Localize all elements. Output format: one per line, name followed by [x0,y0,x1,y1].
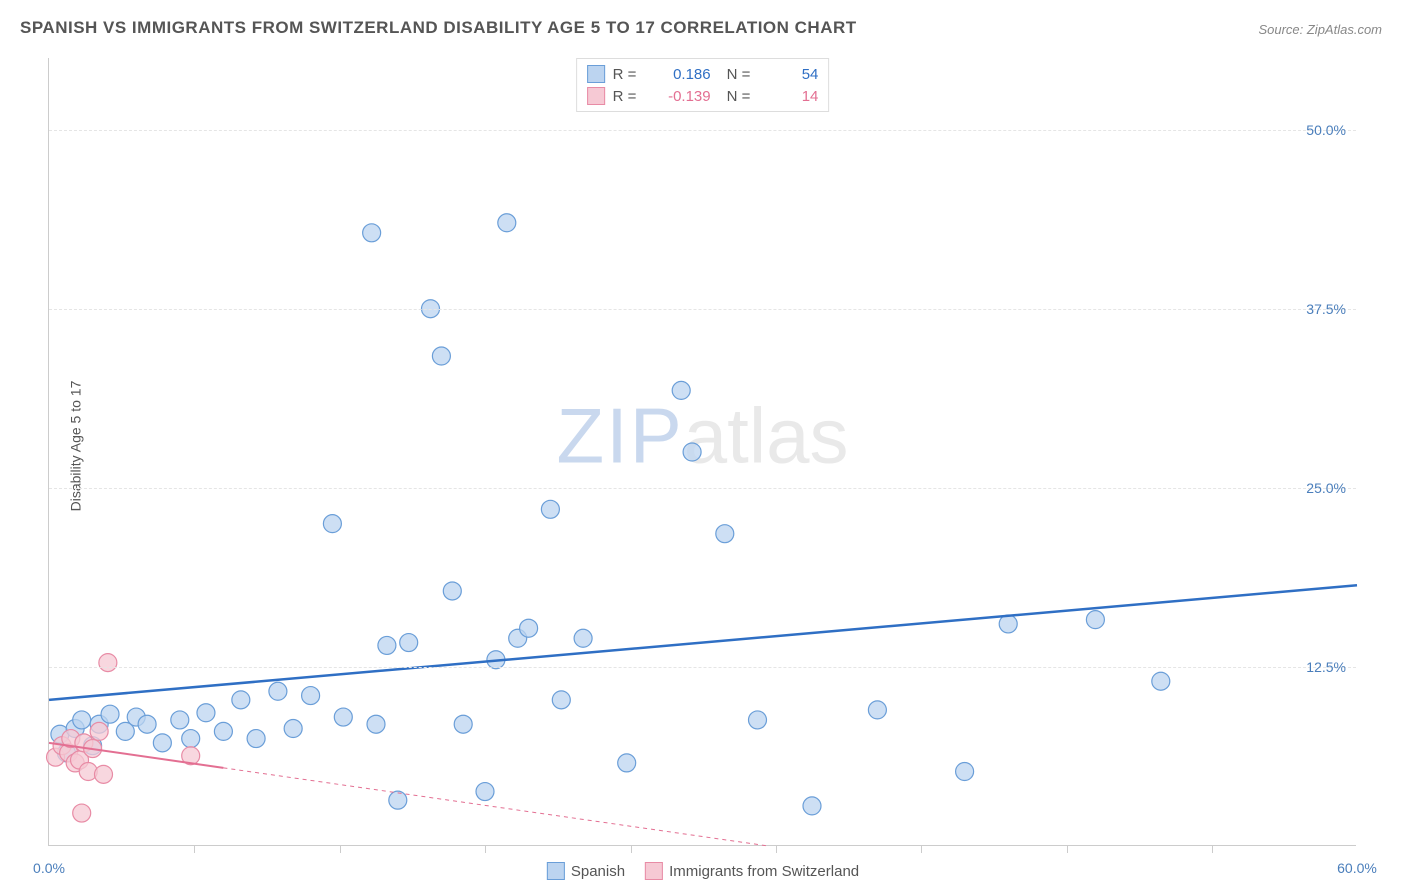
point-spanish [749,711,767,729]
point-spanish [956,762,974,780]
chart-title: SPANISH VS IMMIGRANTS FROM SWITZERLAND D… [20,18,857,38]
point-spanish [302,687,320,705]
point-swiss [95,765,113,783]
point-spanish [1086,611,1104,629]
point-spanish [73,711,91,729]
point-spanish [1152,672,1170,690]
point-spanish [182,730,200,748]
ytick-label: 37.5% [1306,301,1346,317]
plot-area: ZIPatlas R = 0.186 N = 54 R = -0.139 N =… [48,58,1356,846]
source-label: Source: ZipAtlas.com [1258,22,1382,37]
xtick [1212,845,1213,853]
legend-item-spanish: Spanish [547,862,625,880]
point-spanish [520,619,538,637]
point-spanish [618,754,636,772]
xtick-label-origin: 0.0% [33,860,65,876]
point-spanish [101,705,119,723]
point-spanish [284,720,302,738]
point-spanish [334,708,352,726]
point-spanish [432,347,450,365]
point-spanish [400,634,418,652]
point-spanish [541,500,559,518]
point-spanish [443,582,461,600]
point-spanish [476,783,494,801]
xtick [631,845,632,853]
point-swiss [99,654,117,672]
point-spanish [363,224,381,242]
xtick [194,845,195,853]
series-legend: Spanish Immigrants from Switzerland [547,862,859,880]
point-spanish [683,443,701,461]
point-spanish [323,515,341,533]
xtick-label-max: 60.0% [1337,860,1377,876]
xtick [485,845,486,853]
point-swiss [90,722,108,740]
point-spanish [803,797,821,815]
point-spanish [999,615,1017,633]
swatch-spanish [547,862,565,880]
point-spanish [153,734,171,752]
xtick [1067,845,1068,853]
xtick [340,845,341,853]
point-swiss [73,804,91,822]
chart-svg [49,58,1356,845]
point-spanish [574,629,592,647]
trendline-swiss-dashed [223,768,768,846]
ytick-label: 50.0% [1306,122,1346,138]
ytick-label: 25.0% [1306,480,1346,496]
point-spanish [171,711,189,729]
point-spanish [247,730,265,748]
point-spanish [138,715,156,733]
point-spanish [232,691,250,709]
gridline [49,130,1356,131]
point-spanish [378,636,396,654]
gridline [49,488,1356,489]
point-spanish [214,722,232,740]
xtick [776,845,777,853]
legend-label-swiss: Immigrants from Switzerland [669,863,859,880]
gridline [49,309,1356,310]
point-spanish [672,381,690,399]
point-spanish [454,715,472,733]
ytick-label: 12.5% [1306,659,1346,675]
point-spanish [367,715,385,733]
point-spanish [716,525,734,543]
legend-item-swiss: Immigrants from Switzerland [645,862,859,880]
gridline [49,667,1356,668]
point-spanish [197,704,215,722]
swatch-swiss [645,862,663,880]
point-spanish [552,691,570,709]
point-spanish [868,701,886,719]
point-spanish [498,214,516,232]
point-spanish [389,791,407,809]
point-spanish [269,682,287,700]
xtick [921,845,922,853]
legend-label-spanish: Spanish [571,863,625,880]
